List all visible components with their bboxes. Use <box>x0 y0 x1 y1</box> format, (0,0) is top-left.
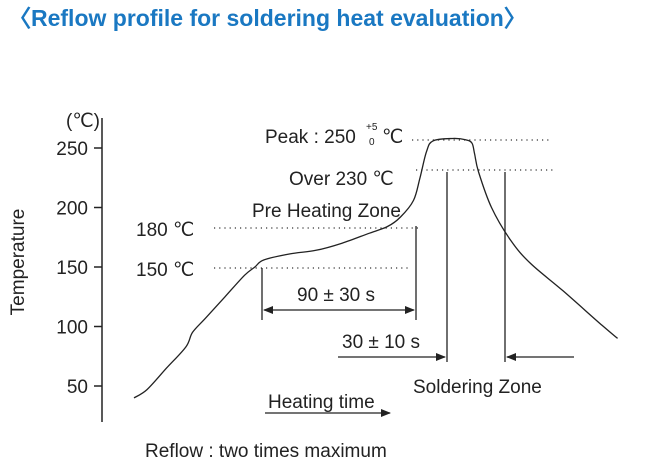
y-axis-unit: (℃) <box>66 111 100 132</box>
preheat-duration-label: 90 ± 30 s <box>297 285 375 306</box>
y-axis-label: Temperature <box>8 209 29 316</box>
peak-unit: ℃ <box>382 127 403 148</box>
peak-prefix: Peak : 250 <box>265 127 356 148</box>
chart-title: 〈Reflow profile for soldering heat evalu… <box>8 5 527 31</box>
y-tick-label: 50 <box>67 377 88 398</box>
y-tick-label: 200 <box>56 199 88 220</box>
preheat-zone-label: Pre Heating Zone <box>252 201 401 222</box>
footer-note: Reflow : two times maximum <box>145 441 387 462</box>
soldering-zone-label: Soldering Zone <box>413 377 542 398</box>
y-tick-label: 100 <box>56 318 88 339</box>
temp-150-label: 150 ℃ <box>136 260 194 281</box>
y-ticks: 50 100 150 200 250 <box>56 139 102 398</box>
y-tick-label: 250 <box>56 139 88 160</box>
temp-180-label: 180 ℃ <box>136 220 194 241</box>
peak-tolerance-sub: 0 <box>369 137 375 148</box>
heating-time-label: Heating time <box>268 392 375 413</box>
solder-duration-label: 30 ± 10 s <box>342 332 420 353</box>
peak-tolerance-sup: +5 <box>366 122 378 133</box>
reflow-curve <box>133 137 619 399</box>
over-230-label: Over 230 ℃ <box>289 169 394 190</box>
peak-label: Peak : 250 <box>265 127 356 148</box>
y-tick-label: 150 <box>56 258 88 279</box>
